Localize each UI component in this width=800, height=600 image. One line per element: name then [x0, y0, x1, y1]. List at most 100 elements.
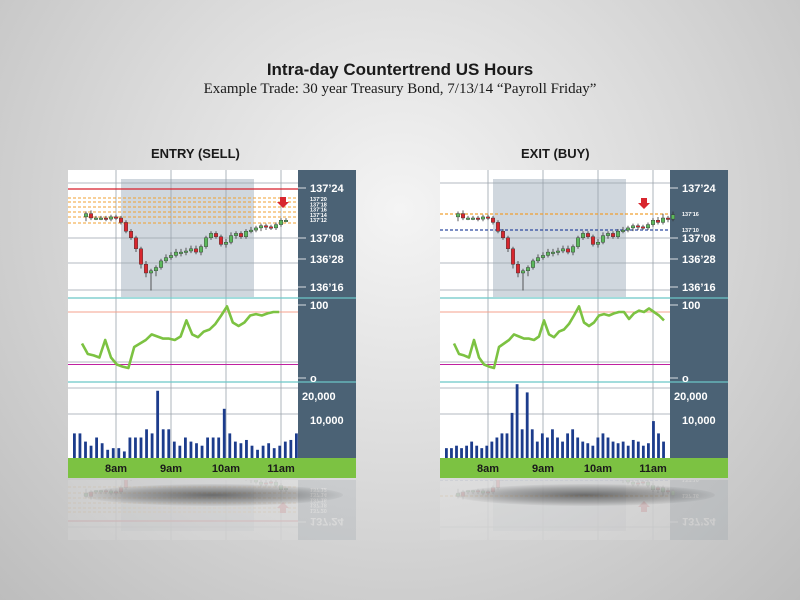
candle	[461, 491, 466, 497]
candle	[168, 255, 173, 258]
candle	[496, 222, 501, 232]
price-tick-label: 136’28	[682, 254, 716, 266]
volume-bar	[245, 439, 248, 458]
candle	[640, 481, 645, 484]
oscillator-line	[452, 305, 665, 370]
candle	[580, 233, 585, 239]
candle	[476, 490, 481, 493]
volume-bar	[647, 443, 650, 458]
fib-tick-label: 137’16	[682, 492, 699, 498]
volume-bar	[520, 429, 524, 458]
candle	[655, 220, 660, 223]
candle	[148, 270, 153, 274]
candle	[263, 225, 268, 228]
candle	[243, 231, 248, 237]
exit-chart: 137’24 137’08 136’28 136’16 137’16 137’10 100 o…	[440, 170, 728, 478]
candle	[481, 216, 486, 220]
volume-bar	[239, 443, 243, 458]
volume-bar	[233, 441, 237, 458]
price-tick-label: 137’24	[682, 515, 717, 527]
candle	[129, 231, 134, 239]
volume-bar	[636, 441, 640, 458]
candle	[233, 233, 238, 236]
candle	[143, 263, 148, 274]
time-tick-label: 8am	[105, 463, 127, 475]
volume-bar	[278, 445, 282, 458]
sell-arrow-marker	[277, 502, 289, 513]
candle	[670, 490, 675, 496]
fib-tick-label: 137’10	[682, 228, 699, 234]
volume-tick-label: 10,000	[310, 415, 344, 427]
volume-bar	[122, 451, 126, 458]
volume-bar	[540, 433, 544, 458]
page-title: Intra-day Countertrend US Hours	[266, 60, 534, 79]
candle	[183, 250, 188, 253]
volume-bar	[525, 392, 529, 458]
volume-bar	[195, 443, 198, 458]
candle	[263, 482, 268, 485]
volume-bar	[586, 443, 590, 458]
fib-tick-label: 137’12	[310, 218, 327, 224]
candle	[268, 226, 273, 229]
volume-bar	[178, 445, 182, 458]
candle	[248, 229, 253, 232]
candle	[99, 217, 104, 220]
candle	[461, 213, 466, 219]
time-bar	[68, 458, 356, 478]
time-tick-label: 10am	[584, 463, 612, 475]
candle	[570, 246, 575, 253]
volume-bar	[551, 429, 554, 458]
volume-bar	[267, 443, 271, 458]
price-tick-label: 136’28	[310, 254, 344, 266]
volume-bar	[167, 429, 171, 458]
fib-tick-label: 137’20	[310, 197, 327, 203]
volume-bar	[475, 445, 479, 458]
volume-bar	[134, 437, 137, 458]
volume-bar	[571, 429, 575, 458]
candle	[258, 225, 263, 229]
candle	[496, 480, 501, 488]
volume-bar	[89, 445, 93, 458]
volume-bar	[591, 445, 595, 458]
volume-bar	[139, 437, 143, 458]
candle	[640, 226, 645, 229]
candle	[530, 260, 535, 268]
time-tick-label: 9am	[160, 463, 182, 475]
candle	[630, 225, 635, 229]
osc-tick-label: 100	[310, 300, 328, 312]
volume-bar	[561, 441, 564, 458]
candle	[119, 487, 124, 493]
volume-bar	[272, 448, 276, 458]
candle	[193, 248, 198, 253]
candle	[119, 217, 124, 223]
candle	[218, 236, 223, 245]
candle	[665, 490, 670, 493]
fib-tick-label: 137’20	[310, 507, 327, 513]
volume-bar	[490, 441, 494, 458]
volume-bar	[189, 441, 193, 458]
candle	[505, 237, 510, 250]
volume-bar	[450, 448, 453, 458]
candle	[258, 481, 263, 485]
fib-tick-label: 137’14	[310, 491, 328, 497]
candle	[84, 213, 89, 218]
volume-bar	[261, 445, 265, 458]
volume-bar	[495, 437, 499, 458]
entry-chart-reflection: 137’24137’08136’28136’16137’20137’18137’…	[68, 480, 358, 540]
volume-bar	[211, 437, 215, 458]
price-tick-label: 137’08	[310, 233, 344, 245]
volume-bar	[510, 412, 514, 458]
fib-tick-label: 137’10	[682, 480, 699, 482]
volume-bar	[172, 441, 176, 458]
candle	[223, 241, 228, 245]
volume-bar	[84, 441, 87, 458]
candle	[124, 480, 129, 488]
candle	[278, 485, 283, 490]
candle	[208, 233, 213, 239]
candle	[515, 263, 520, 274]
candle	[600, 235, 605, 243]
volume-bar	[662, 441, 665, 458]
volume-bar	[145, 429, 148, 458]
volume-bar	[289, 439, 293, 458]
volume-tick-label: 10,000	[682, 415, 716, 427]
